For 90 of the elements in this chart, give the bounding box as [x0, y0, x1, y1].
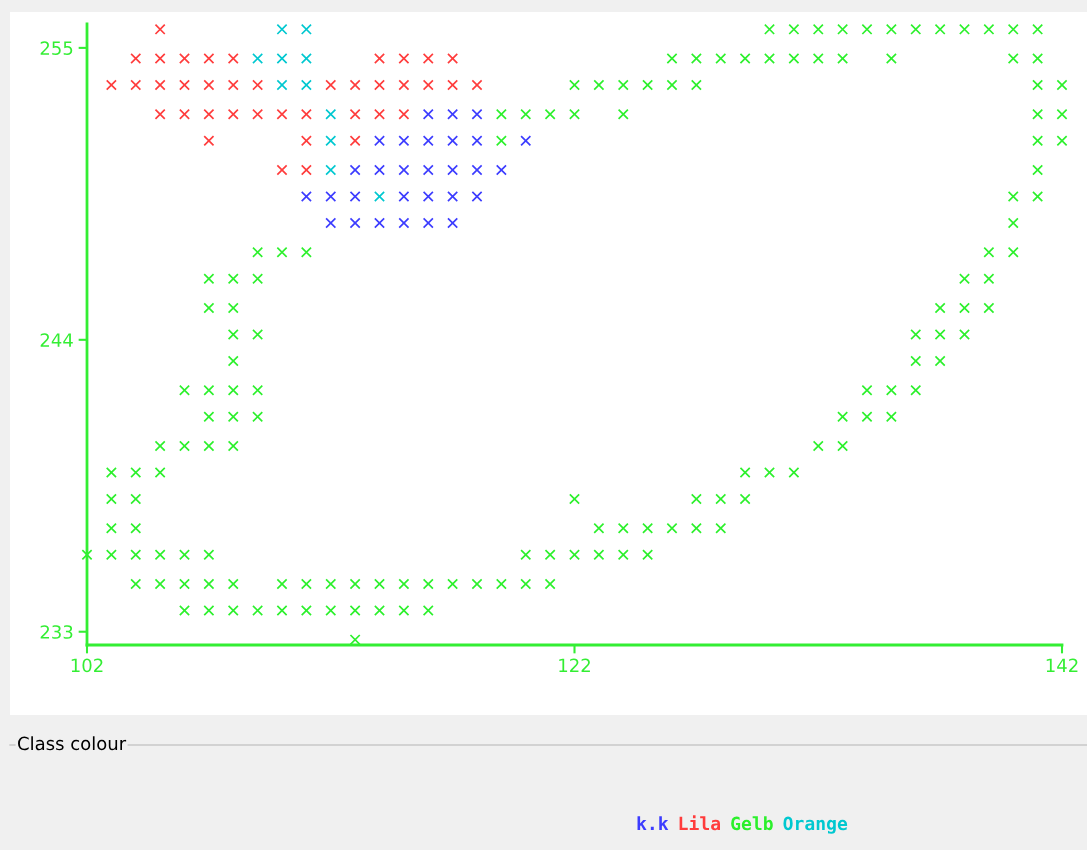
y-tick-label: 255 [40, 41, 73, 55]
point [398, 135, 410, 147]
text: k.k [637, 816, 669, 830]
legend-title: Class colour [18, 736, 127, 751]
point [276, 108, 288, 120]
text: Gelb [731, 816, 773, 831]
point [398, 164, 410, 176]
point [276, 23, 288, 35]
point [349, 164, 361, 176]
y-tick-label: 233 [40, 625, 73, 639]
x-tick-label: 122 [559, 658, 590, 672]
point [398, 217, 410, 229]
point [422, 217, 434, 229]
point [422, 135, 434, 147]
point [130, 53, 142, 64]
point [179, 79, 190, 91]
point [154, 23, 166, 35]
point [349, 217, 361, 229]
point [300, 135, 312, 147]
point [374, 108, 385, 120]
point [374, 191, 385, 202]
point [447, 108, 459, 120]
point [179, 53, 190, 64]
point [398, 79, 410, 91]
point [179, 108, 190, 120]
x-tick-label: 102 [71, 658, 103, 673]
point [203, 108, 215, 120]
point [203, 135, 215, 147]
point [471, 108, 483, 120]
point [398, 108, 410, 120]
point [105, 79, 117, 91]
point [471, 191, 483, 202]
point [300, 53, 312, 64]
x-tick-label: 142 [1046, 658, 1078, 672]
y-tick-label: 244 [40, 333, 73, 347]
point [398, 53, 410, 64]
point [471, 135, 483, 147]
point [325, 164, 337, 176]
point [374, 217, 385, 229]
point [447, 53, 459, 64]
point [520, 135, 532, 147]
point [374, 53, 385, 64]
point [447, 217, 459, 229]
point [349, 108, 361, 120]
point [422, 79, 434, 91]
point [130, 79, 142, 91]
point [325, 217, 337, 229]
point [154, 79, 166, 91]
point [349, 135, 361, 147]
point [252, 79, 264, 91]
point [252, 53, 264, 64]
point [325, 191, 337, 202]
text: Lila [679, 815, 721, 831]
point [374, 79, 385, 91]
point [276, 53, 288, 64]
point [374, 164, 385, 176]
point [154, 53, 166, 64]
point [325, 135, 337, 147]
point [227, 53, 239, 64]
point [252, 108, 264, 120]
text: Orange [783, 816, 848, 834]
point [300, 108, 312, 120]
point [447, 79, 459, 91]
point [447, 164, 459, 176]
point [276, 164, 288, 176]
point [300, 79, 312, 91]
point [447, 191, 459, 202]
point [422, 53, 434, 64]
point [325, 79, 337, 91]
point [471, 164, 483, 176]
point [422, 164, 434, 176]
point [276, 79, 288, 91]
point [154, 108, 166, 120]
point [300, 164, 312, 176]
point [495, 164, 507, 176]
point [422, 191, 434, 202]
point [227, 79, 239, 91]
point [374, 135, 385, 147]
point [300, 191, 312, 202]
point [349, 79, 361, 91]
point [300, 23, 312, 35]
point [203, 79, 215, 91]
point [325, 108, 337, 120]
point [398, 191, 410, 202]
point [349, 191, 361, 202]
point [422, 108, 434, 120]
point [227, 108, 239, 120]
point [447, 135, 459, 147]
point [471, 79, 483, 91]
point [203, 53, 215, 64]
